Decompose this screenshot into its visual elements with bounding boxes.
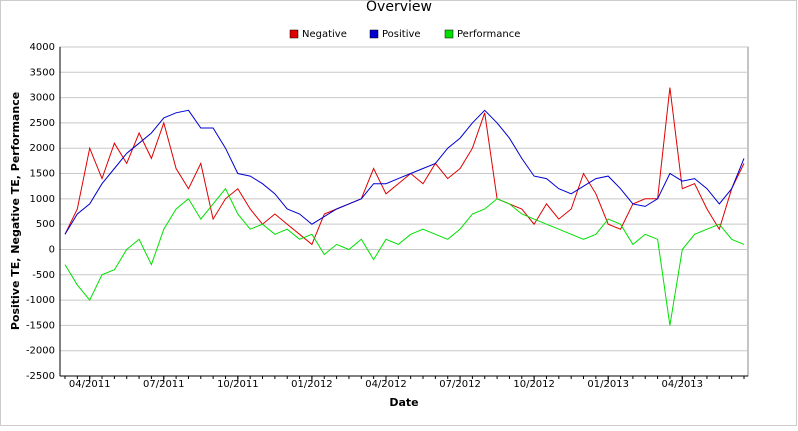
x-tick-label: 07/2011 bbox=[143, 379, 185, 390]
series-line bbox=[64, 187, 745, 326]
legend-label: Positive bbox=[382, 29, 421, 40]
legend-swatch bbox=[444, 29, 454, 39]
x-tick-label: 04/2012 bbox=[365, 379, 407, 390]
y-tick-label: 0 bbox=[49, 244, 55, 255]
legend-swatch bbox=[369, 29, 379, 39]
y-tick-label: 500 bbox=[36, 219, 55, 230]
x-tick-label: 10/2011 bbox=[217, 379, 259, 390]
x-tick-label: 01/2013 bbox=[587, 379, 629, 390]
x-tick-label: 04/2011 bbox=[69, 379, 111, 390]
y-tick-label: 1500 bbox=[30, 169, 55, 180]
series-line bbox=[64, 109, 745, 235]
y-tick-label: -2000 bbox=[26, 346, 55, 357]
series-line bbox=[64, 87, 745, 246]
plot-area bbox=[59, 46, 749, 377]
y-tick-label: 3000 bbox=[30, 93, 55, 104]
x-axis-label: Date bbox=[389, 396, 418, 409]
y-tick-label: 2000 bbox=[30, 143, 55, 154]
y-tick-label: -2500 bbox=[26, 371, 55, 382]
legend-label: Performance bbox=[457, 29, 520, 40]
y-tick-label: 4000 bbox=[30, 42, 55, 53]
y-tick-label: -1000 bbox=[26, 295, 55, 306]
x-tick-label: 04/2013 bbox=[661, 379, 703, 390]
legend-label: Negative bbox=[302, 29, 347, 40]
x-tick-label: 10/2012 bbox=[513, 379, 555, 390]
y-tick-label: -500 bbox=[32, 270, 55, 281]
y-axis-label: Positive TE, Negative TE, Performance bbox=[9, 92, 22, 330]
y-tick-label: 1000 bbox=[30, 194, 55, 205]
y-tick-label: 2500 bbox=[30, 118, 55, 129]
y-tick-label: 3500 bbox=[30, 67, 55, 78]
x-tick-label: 01/2012 bbox=[291, 379, 333, 390]
legend-swatch bbox=[289, 29, 299, 39]
y-tick-label: -1500 bbox=[26, 320, 55, 331]
x-tick-label: 07/2012 bbox=[439, 379, 481, 390]
chart-title: Overview bbox=[366, 0, 432, 15]
